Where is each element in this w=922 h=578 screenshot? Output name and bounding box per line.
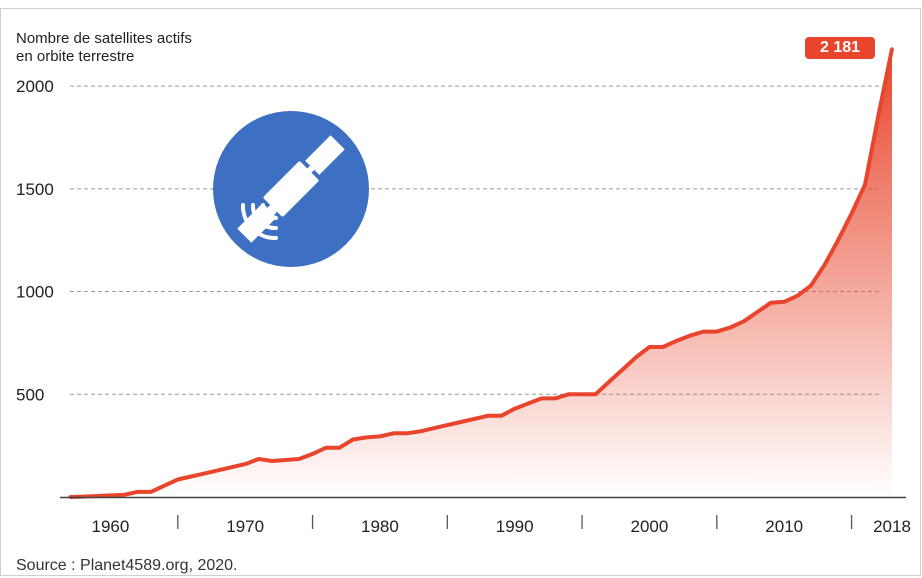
- data-point: [796, 294, 800, 298]
- x-tick-label: 2018: [873, 517, 911, 536]
- data-point: [351, 437, 355, 442]
- data-point: [486, 414, 490, 418]
- data-point: [257, 457, 261, 461]
- latest-value-badge: 2 181: [805, 37, 875, 59]
- data-point: [364, 435, 369, 440]
- data-point: [553, 396, 557, 400]
- y-tick-label: 1500: [16, 180, 54, 199]
- y-tick-label: 1000: [16, 283, 54, 302]
- data-point: [418, 429, 422, 433]
- x-axis-ticks: 1960 1970 1980 1990 2000 2010 2018: [92, 515, 911, 536]
- data-point: [432, 426, 436, 430]
- data-points: [68, 47, 894, 499]
- y-tick-label: 500: [16, 385, 44, 404]
- data-point: [701, 330, 705, 334]
- data-point: [769, 301, 773, 305]
- data-point: [688, 334, 692, 338]
- data-point: [176, 477, 180, 482]
- data-point: [459, 420, 463, 424]
- data-point: [297, 457, 301, 461]
- data-point: [863, 183, 867, 187]
- x-tick-label: 1990: [496, 517, 534, 536]
- data-point: [162, 484, 166, 488]
- data-point: [405, 431, 409, 435]
- data-point: [203, 471, 207, 475]
- data-point: [876, 113, 881, 117]
- data-point: [890, 47, 894, 51]
- data-point: [472, 417, 476, 421]
- data-point: [230, 465, 234, 469]
- x-tick-label: 1960: [92, 517, 130, 536]
- data-point: [378, 434, 382, 438]
- data-point: [620, 368, 625, 372]
- data-point: [324, 446, 328, 450]
- data-point: [634, 355, 638, 359]
- data-point: [593, 392, 598, 396]
- data-point: [566, 392, 571, 396]
- chart-frame: [0, 8, 921, 576]
- data-point: [809, 283, 813, 287]
- data-point: [647, 345, 652, 349]
- data-point: [526, 401, 530, 406]
- data-point: [391, 431, 396, 435]
- data-point: [755, 310, 759, 314]
- x-tick-label: 1970: [226, 517, 264, 536]
- data-point: [715, 330, 719, 334]
- data-point: [445, 423, 449, 427]
- y-axis-ticks: 500 1000 1500 2000: [16, 77, 54, 404]
- data-point: [310, 452, 315, 456]
- series-area: [70, 48, 892, 498]
- y-axis-title-line-2: en orbite terrestre: [16, 48, 135, 65]
- series-line: [69, 48, 894, 499]
- y-axis-title-line-1: Nombre de satellites actifs: [16, 30, 192, 47]
- data-point: [189, 474, 193, 479]
- data-point: [607, 380, 611, 384]
- data-point: [674, 339, 678, 343]
- data-point: [499, 414, 503, 418]
- x-tick-label: 1980: [361, 517, 399, 536]
- data-point: [270, 459, 274, 463]
- y-axis-title: Nombre de satellites actifs en orbite te…: [16, 30, 192, 66]
- data-point: [243, 462, 247, 466]
- data-point: [149, 490, 153, 494]
- data-point: [216, 468, 220, 472]
- data-point: [513, 407, 517, 411]
- data-point: [108, 493, 113, 497]
- data-point: [782, 300, 786, 304]
- source-note: Source : Planet4589.org, 2020.: [16, 557, 238, 574]
- satellite-icon: [213, 111, 369, 267]
- data-point: [122, 493, 126, 497]
- x-tick-label: 2000: [631, 517, 669, 536]
- data-point: [836, 238, 840, 242]
- data-point: [337, 446, 342, 450]
- data-point: [284, 458, 288, 462]
- data-point: [823, 263, 827, 267]
- data-point: [580, 392, 584, 396]
- data-point: [661, 345, 665, 349]
- y-tick-label: 2000: [16, 77, 54, 96]
- data-point: [540, 396, 544, 400]
- data-point: [135, 490, 139, 494]
- data-point: [742, 319, 746, 323]
- data-point: [728, 325, 732, 330]
- x-tick-label: 2010: [765, 517, 803, 536]
- data-point: [849, 211, 854, 216]
